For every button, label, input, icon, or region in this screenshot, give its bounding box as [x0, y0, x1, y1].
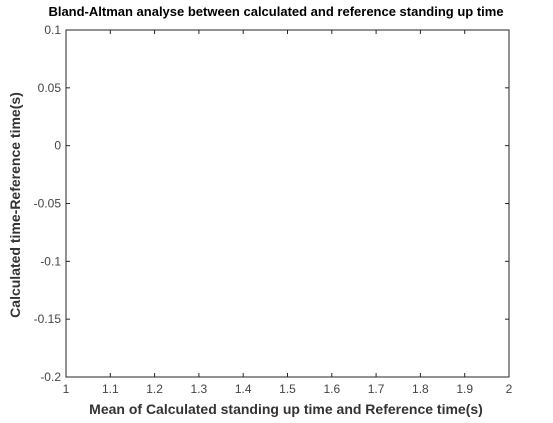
- x-tick-label: 1.1: [102, 382, 119, 396]
- x-axis-label: Mean of Calculated standing up time and …: [89, 401, 483, 417]
- y-tick-label: -0.05: [34, 197, 62, 211]
- y-tick-label: -0.2: [40, 370, 61, 384]
- plot-frame: [65, 29, 510, 378]
- x-tick-label: 1.4: [235, 382, 252, 396]
- x-tick-label: 2: [506, 382, 513, 396]
- y-axis-label: Calculated time-Reference time(s): [7, 92, 23, 318]
- y-tick-label: 0: [54, 139, 61, 153]
- x-tick-label: 1.6: [323, 382, 340, 396]
- x-tick-label: 1.3: [191, 382, 208, 396]
- x-tick-label: 1.9: [456, 382, 473, 396]
- x-tick-label: 1.7: [368, 382, 385, 396]
- y-tick-label: 0.05: [38, 81, 62, 95]
- y-tick-label: 0.1: [44, 23, 61, 37]
- x-tick-label: 1.2: [146, 382, 163, 396]
- chart-title: Bland-Altman analyse between calculated …: [48, 4, 503, 19]
- x-tick-label: 1: [63, 382, 70, 396]
- axes: 1 1.1 1.2 1.3 1.4 1.5 1.6 1.7 1.8 1.9 2 0.1 0.05 0 -0.…: [34, 23, 513, 396]
- x-tick-label: 1.8: [412, 382, 429, 396]
- y-tick-label: -0.15: [34, 312, 62, 326]
- y-tick-label: -0.1: [40, 254, 61, 268]
- x-tick-label: 1.5: [279, 382, 296, 396]
